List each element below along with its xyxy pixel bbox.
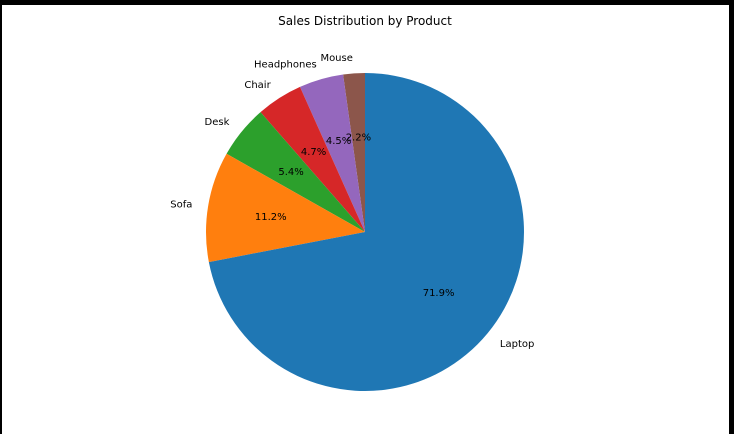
pct-label-desk: 5.4%: [278, 167, 303, 178]
pie-slice-laptop: [208, 73, 525, 392]
pie-slice-desk: [226, 112, 365, 232]
slice-label-mouse: Mouse: [320, 53, 352, 64]
pct-label-headphones: 4.5%: [326, 136, 351, 147]
pie-slice-headphones: [299, 74, 365, 233]
pie-slices: [206, 73, 525, 392]
pie-slice-sofa: [206, 153, 365, 263]
pct-label-laptop: 71.9%: [423, 288, 455, 299]
pie-slice-mouse: [343, 73, 365, 232]
slice-label-headphones: Headphones: [254, 59, 317, 70]
slice-label-desk: Desk: [205, 117, 230, 128]
pie-slice-chair: [260, 86, 365, 232]
chart-title: Sales Distribution by Product: [278, 14, 452, 28]
pct-label-mouse: 2.2%: [346, 132, 371, 143]
pct-label-sofa: 11.2%: [255, 212, 287, 223]
slice-label-chair: Chair: [244, 80, 271, 91]
pct-label-chair: 4.7%: [301, 147, 326, 158]
pie-chart: Sales Distribution by Product MouseHeadp…: [170, 14, 534, 392]
chart-figure: Sales Distribution by Product Mouse Headp…: [2, 5, 729, 434]
percent-labels: 2.2%4.5%4.7% 5.4% 11.2% 71.9%: [255, 132, 455, 299]
slice-label-sofa: Sofa: [170, 199, 192, 210]
slice-label-laptop: Laptop: [500, 339, 534, 350]
